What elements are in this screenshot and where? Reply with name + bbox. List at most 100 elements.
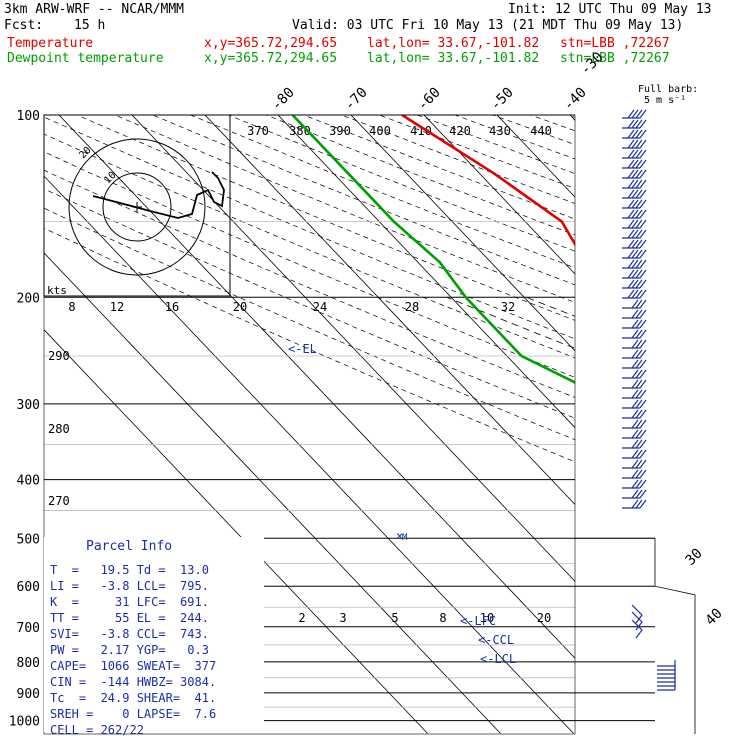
wind-barb-flag xyxy=(635,219,643,229)
wind-barb-flag xyxy=(631,309,639,319)
isotherm-label: -60 xyxy=(415,85,444,114)
mixing-ratio-label: 5 xyxy=(391,611,398,625)
isotherm-label: -30 xyxy=(578,49,607,78)
temperature-latlon: lat,lon= 33.67,-101.82 xyxy=(367,36,540,51)
hodograph-trace xyxy=(92,171,225,219)
hodograph-speed-label: 28 xyxy=(405,300,419,314)
wind-barb xyxy=(631,604,643,624)
temperature-profile xyxy=(401,115,575,247)
wind-barb-flag xyxy=(627,139,635,149)
wind-barb-flag xyxy=(635,439,643,449)
wind-barb-flag xyxy=(639,239,647,249)
wind-barb-flag xyxy=(631,429,639,439)
wind-barb-flag xyxy=(639,319,647,329)
wind-barb-flag xyxy=(631,439,639,449)
wind-barb-flag xyxy=(627,239,635,249)
wind-barb-flag xyxy=(639,379,647,389)
model-title: 3km ARW-WRF -- NCAR/MMM xyxy=(4,2,185,17)
wind-barb-flag xyxy=(639,149,647,159)
wind-barb-flag xyxy=(627,119,635,129)
adiabat-label: 290 xyxy=(48,349,70,363)
moist-adiabat xyxy=(526,296,575,317)
mixing-ratio-label: 3 xyxy=(339,611,346,625)
wind-barb-flag xyxy=(635,409,643,419)
wind-barb-flag xyxy=(639,449,647,459)
parcel-info-title: Parcel Info xyxy=(86,539,173,554)
isotherm-line xyxy=(44,252,501,734)
wind-barb-flag xyxy=(631,389,639,399)
wind-barb-flag xyxy=(627,179,635,189)
parcel-row: SVI= -3.8 CCL= 743. xyxy=(50,627,209,641)
wind-barb-flag xyxy=(635,119,643,129)
dewpoint-latlon: lat,lon= 33.67,-101.82 xyxy=(367,51,540,66)
wind-barb-flag xyxy=(635,169,643,179)
wind-barb-flag xyxy=(635,449,643,459)
isotherm-line xyxy=(350,115,575,352)
pressure-label: 300 xyxy=(17,398,40,413)
hodograph-speed-label: 20 xyxy=(233,300,247,314)
wind-barb-flag xyxy=(627,209,635,219)
wind-barb-flag xyxy=(639,309,647,319)
moist-adiabat xyxy=(671,297,740,720)
wind-barb-flag xyxy=(635,469,643,479)
wind-barb-flag xyxy=(635,309,643,319)
parcel-row: TT = 55 EL = 244. xyxy=(50,611,209,625)
parcel-row: K = 31 LFC= 691. xyxy=(50,595,209,609)
wind-barb-flag xyxy=(639,159,647,169)
wind-barb-flag xyxy=(635,359,643,369)
pressure-label: 100 xyxy=(17,109,40,124)
wind-barb-flag xyxy=(639,229,647,239)
parcel-row: CIN = -144 HWBZ= 3084. xyxy=(50,675,217,689)
isotherm-line xyxy=(690,87,740,733)
wind-barb-flag xyxy=(631,319,639,329)
wind-barb-flag xyxy=(631,479,639,489)
wind-barb-flag xyxy=(635,209,643,219)
wind-barb-flag xyxy=(639,259,647,269)
isotherm-line xyxy=(277,115,575,429)
wind-barb-flag xyxy=(639,359,647,369)
isotherm-label: -50 xyxy=(488,85,517,114)
dry-adiabat xyxy=(190,115,575,269)
wind-barb-flag xyxy=(639,269,647,279)
wind-barb-flag xyxy=(639,109,647,119)
dry-adiabat xyxy=(303,115,575,220)
wind-barb-flag xyxy=(635,329,643,339)
parcel-row: CELL = 262/22 xyxy=(50,723,144,737)
parcel-level-marker: <-EL xyxy=(288,342,317,356)
barb-key-line1: Full barb: xyxy=(638,84,699,95)
isotherm-line xyxy=(44,329,428,734)
theta-label: 440 xyxy=(530,124,552,138)
wind-barb-flag xyxy=(635,289,643,299)
pressure-label: 900 xyxy=(17,687,40,702)
wind-barb-flag xyxy=(635,399,643,409)
wind-barb-flag xyxy=(631,219,639,229)
wind-barb-flag xyxy=(631,269,639,279)
wind-barb-flag xyxy=(635,419,643,429)
wind-barb-flag xyxy=(639,499,647,509)
plot-frame xyxy=(43,114,576,735)
wind-barb-flag xyxy=(639,349,647,359)
wind-barb-flag xyxy=(631,209,639,219)
theta-label: 420 xyxy=(449,124,471,138)
wind-barb-flag xyxy=(631,189,639,199)
wind-barb-flag xyxy=(627,289,635,299)
parcel-row: T = 19.5 Td = 13.0 xyxy=(50,563,209,577)
wind-barb-flag xyxy=(639,339,647,349)
wind-barb-flag xyxy=(639,459,647,469)
wind-barb-flag xyxy=(631,489,639,499)
wind-barb-flag xyxy=(627,199,635,209)
hodograph-speed-label: 12 xyxy=(110,300,124,314)
dewpoint-station: stn=LBB ,72267 xyxy=(560,51,670,66)
wind-barb-flag xyxy=(635,179,643,189)
wind-barb-flag xyxy=(631,159,639,169)
wind-barb-flag xyxy=(627,169,635,179)
hodograph-ring-label: 10 xyxy=(102,170,118,186)
dry-adiabat xyxy=(44,227,575,463)
forecast-hour: 15 h xyxy=(74,18,106,33)
parcel-level-marker: <-LCL xyxy=(480,652,516,666)
wind-barb-flag xyxy=(635,389,643,399)
dry-adiabat xyxy=(568,115,575,118)
isotherm-label: 40 xyxy=(703,606,726,629)
isotherm-line xyxy=(58,115,575,659)
